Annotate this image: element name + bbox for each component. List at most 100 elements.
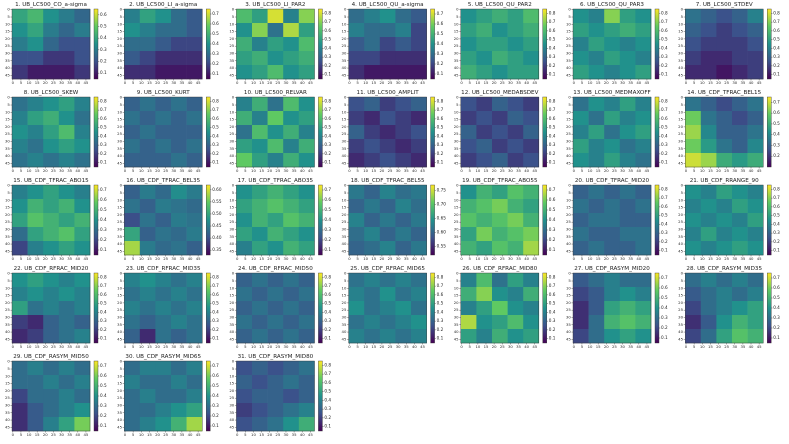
- plot-frame: [236, 360, 315, 432]
- y-tick-label: 20: [342, 212, 347, 217]
- x-tick-label: 45: [308, 256, 313, 261]
- y-tick-label: 0: [456, 95, 459, 100]
- heatmap-cell: [635, 97, 652, 112]
- colorbar-tick-label: 0.4: [661, 133, 668, 138]
- x-tick-label: 30: [508, 168, 513, 173]
- heatmap-cell: [492, 139, 508, 154]
- heatmap-cell: [58, 287, 75, 302]
- colorbar-tick-label: 0.2: [773, 153, 780, 158]
- heatmap-cell: [27, 51, 44, 66]
- heatmap-cell: [171, 139, 187, 154]
- x-tick-label: 15: [596, 344, 601, 349]
- plot-frame: [572, 272, 652, 344]
- heatmap-cell: [588, 301, 605, 316]
- x-tick-label: 0: [685, 80, 688, 85]
- y-tick-label: 15: [342, 205, 347, 210]
- y-tick-label: 20: [454, 212, 459, 217]
- y-tick-label: 30: [342, 314, 347, 319]
- x-tick-label: 15: [596, 256, 601, 261]
- heatmap-cell: [283, 23, 300, 38]
- heatmap-cell: [348, 97, 365, 112]
- heatmap-cell: [732, 97, 748, 112]
- y-tick-label: 25: [678, 43, 683, 48]
- y-tick-label: 20: [5, 212, 10, 217]
- x-tick-label: 30: [59, 344, 64, 349]
- y-tick-label: 45: [454, 72, 459, 77]
- x-tick-label: 5: [356, 168, 359, 173]
- x-tick-label: 20: [155, 168, 160, 173]
- x-tick-label: 45: [532, 168, 537, 173]
- heatmap-cell: [74, 199, 91, 214]
- colorbar-tick-label: 0.6: [100, 197, 107, 202]
- y-tick-label: 5: [7, 14, 10, 19]
- heatmap-cell: [573, 125, 589, 140]
- plot-frame: [572, 184, 652, 256]
- colorbar-frame: [767, 8, 772, 80]
- y-tick-label: 35: [117, 410, 122, 415]
- colorbar-tick-label: 0.5: [773, 121, 780, 126]
- heatmap-cell: [27, 213, 44, 228]
- y-tick-label: 30: [342, 138, 347, 143]
- y-tick-label: 45: [117, 336, 122, 341]
- x-tick-label: 45: [196, 256, 201, 261]
- heatmap-cell: [139, 213, 156, 228]
- colorbar-tick-label: 0.35: [212, 247, 222, 252]
- heatmap-cell: [252, 375, 268, 390]
- colorbar-tick-label: 0.5: [100, 125, 107, 130]
- colorbar-tick-label: 0.3: [773, 142, 780, 147]
- y-tick-label: 0: [120, 7, 123, 12]
- x-tick-label: 35: [628, 256, 633, 261]
- heatmap-cell: [492, 329, 508, 344]
- y-tick-label: 0: [232, 183, 235, 188]
- heatmap-cell: [283, 9, 300, 24]
- heatmap-cell: [12, 315, 28, 330]
- heatmap-cell: [236, 111, 253, 126]
- heatmap-cell: [588, 139, 605, 154]
- colorbar-tick-label: 0.2: [324, 63, 331, 68]
- y-tick-label: 0: [344, 183, 347, 188]
- heatmap-cell: [12, 139, 28, 154]
- colorbar-tick-label: 0.1: [549, 336, 556, 341]
- x-tick-label: 45: [84, 432, 89, 437]
- panel-title: 13. UB_LC500_MEDMAXOFF: [573, 90, 651, 96]
- heatmap-cell: [732, 185, 748, 200]
- heatmap-cell: [43, 23, 60, 38]
- heatmap-cell: [139, 9, 156, 24]
- colorbar-frame: [542, 8, 547, 80]
- y-tick-label: 35: [678, 146, 683, 151]
- colorbar-tick-label: 0.4: [324, 217, 331, 222]
- heatmap-cell: [252, 65, 268, 80]
- colorbar-tick-label: 0.1: [100, 336, 107, 341]
- heatmap-cell: [27, 97, 44, 112]
- y-tick-label: 40: [566, 65, 571, 70]
- heatmap-cell: [460, 287, 477, 302]
- heatmap-cell: [186, 287, 203, 302]
- x-tick-label: 25: [163, 256, 168, 261]
- colorbar-tick-label: 0.3: [100, 142, 107, 147]
- heatmap-cell: [12, 153, 28, 168]
- x-tick-label: 25: [163, 344, 168, 349]
- plot-frame: [123, 360, 203, 432]
- heatmap-cell: [507, 199, 524, 214]
- heatmap-cell: [171, 23, 187, 38]
- heatmap-cell: [460, 301, 477, 316]
- colorbar-tick-label: 0.4: [437, 309, 444, 314]
- heatmap-cell: [619, 185, 636, 200]
- heatmap-cell: [236, 361, 253, 376]
- y-tick-label: 45: [229, 336, 234, 341]
- x-tick-label: 10: [588, 344, 593, 349]
- heatmap-cell: [124, 403, 141, 418]
- colorbar: [94, 361, 98, 431]
- heatmap-cell: [588, 111, 605, 126]
- y-tick-label: 0: [456, 271, 459, 276]
- heatmap-cell: [747, 65, 764, 80]
- heatmap-cell: [58, 301, 75, 316]
- colorbar-tick-label: 0.1: [437, 160, 444, 165]
- y-tick-label: 45: [117, 424, 122, 429]
- heatmap-cell: [460, 185, 477, 200]
- x-tick-label: 0: [460, 168, 463, 173]
- colorbar-frame: [318, 272, 323, 344]
- y-tick-label: 20: [454, 124, 459, 129]
- heatmap-cell: [236, 9, 253, 24]
